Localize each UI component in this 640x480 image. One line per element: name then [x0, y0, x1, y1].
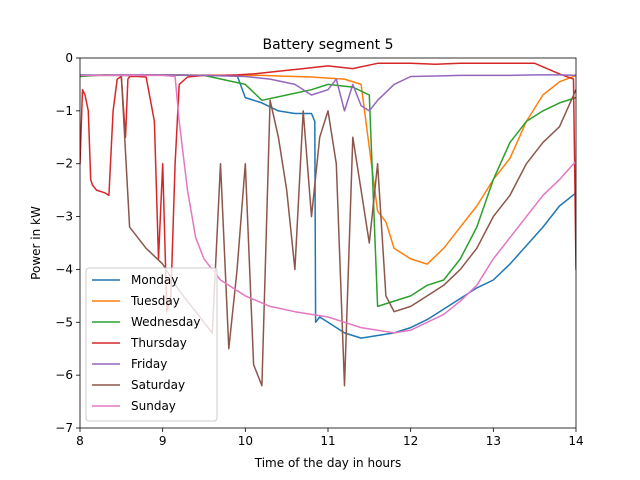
x-tick-label: 13	[486, 434, 501, 448]
x-tick-label: 12	[403, 434, 418, 448]
y-tick-label: −6	[55, 368, 73, 382]
y-tick-label: −5	[55, 315, 73, 329]
y-tick-label: −4	[55, 262, 73, 276]
legend-label-thursday: Thursday	[130, 336, 187, 350]
series-line-thursday	[80, 62, 576, 313]
chart-title: Battery segment 5	[262, 37, 393, 53]
series-line-sunday	[80, 74, 576, 334]
x-tick-label: 14	[568, 434, 583, 448]
x-axis-title: Time of the day in hours	[254, 456, 401, 470]
series-line-monday	[80, 74, 576, 339]
legend-label-tuesday: Tuesday	[130, 294, 180, 308]
x-tick-label: 11	[320, 434, 335, 448]
x-tick-label: 8	[76, 434, 84, 448]
legend-label-sunday: Sunday	[131, 399, 176, 413]
y-axis-ticks: 0 −1 −2 −3 −4 −5 −6 −7	[55, 51, 80, 435]
x-axis-ticks: 8 9 10 11 12 13 14	[76, 428, 584, 448]
x-tick-label: 10	[238, 434, 253, 448]
y-tick-label: 0	[65, 51, 73, 65]
x-tick-label: 9	[159, 434, 167, 448]
legend: Monday Tuesday Wednesday Thursday Friday Satu…	[85, 267, 218, 422]
legend-box	[85, 267, 218, 422]
series-line-tuesday	[80, 74, 576, 265]
legend-label-friday: Friday	[131, 357, 167, 371]
series-line-friday	[80, 74, 576, 112]
legend-label-wednesday: Wednesday	[131, 315, 200, 329]
legend-label-saturday: Saturday	[131, 378, 185, 392]
y-tick-label: −1	[55, 104, 73, 118]
y-tick-label: −3	[55, 210, 73, 224]
legend-label-monday: Monday	[131, 273, 178, 287]
y-tick-label: −2	[55, 157, 73, 171]
y-axis-title: Power in kW	[29, 206, 43, 280]
y-tick-label: −7	[55, 421, 73, 435]
